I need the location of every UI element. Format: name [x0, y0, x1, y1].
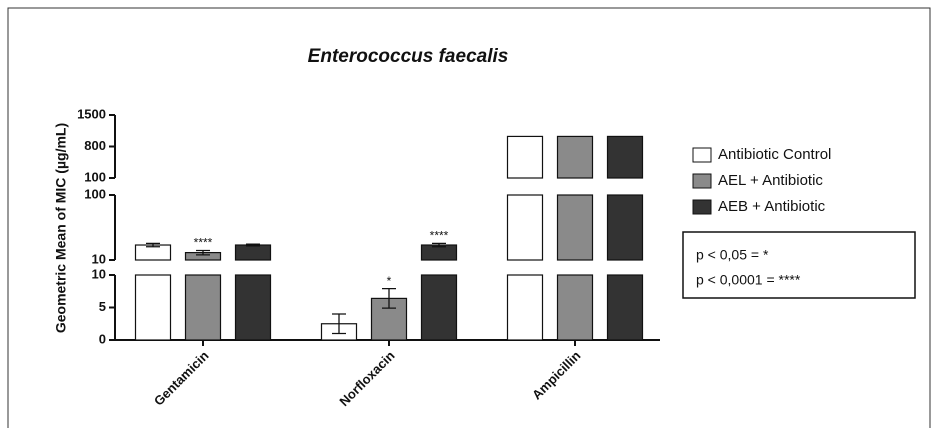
bar: [234, 274, 272, 341]
bar: [134, 274, 172, 341]
error-bar: [146, 242, 160, 248]
y-tick-label: 1500: [77, 106, 106, 121]
y-tick-label: 100: [84, 169, 106, 184]
y-axis-label: Geometric Mean of MIC (µg/mL): [53, 123, 69, 333]
legend-swatch: [692, 199, 712, 215]
y-tick-label: 800: [84, 138, 106, 153]
legend-swatch: [692, 173, 712, 189]
significance-label: *: [387, 274, 392, 288]
bar: [506, 135, 544, 179]
y-tick-label: 100: [84, 186, 106, 201]
legend-label: AEL + Antibiotic: [718, 172, 823, 189]
legend-label: Antibiotic Control: [718, 146, 831, 163]
bar: [606, 194, 644, 261]
note: p < 0,0001 = ****: [696, 272, 801, 288]
bar: [420, 274, 458, 341]
bar: [506, 274, 544, 341]
error-bar: [332, 313, 346, 335]
bar: [556, 274, 594, 341]
error-bar: [196, 249, 210, 256]
error-bar: [432, 242, 446, 248]
error-bar: [246, 243, 260, 247]
x-tick-label: Gentamicin: [151, 348, 212, 409]
bar: [234, 244, 272, 261]
error-bar: [382, 288, 396, 309]
y-tick-label: 0: [99, 331, 106, 346]
bar: [606, 135, 644, 179]
y-tick-label: 10: [92, 251, 106, 266]
x-tick-label: Ampicillin: [529, 348, 584, 403]
y-tick-label: 5: [99, 299, 106, 314]
x-tick-label: Norfloxacin: [336, 348, 397, 409]
frame: [7, 7, 931, 428]
bar: [606, 274, 644, 341]
y-tick-label: 10: [92, 266, 106, 281]
legend-label: AEB + Antibiotic: [718, 198, 826, 215]
significance-label: ****: [194, 236, 213, 250]
legend-swatch: [692, 147, 712, 163]
bar: [184, 274, 222, 341]
chart-title: Enterococcus faecalis: [308, 46, 509, 67]
notes-box: [682, 231, 916, 299]
bar: [556, 194, 594, 261]
significance-label: ****: [430, 229, 449, 243]
bar: [506, 194, 544, 261]
note: p < 0,05 = *: [696, 247, 769, 263]
bar: [556, 135, 594, 179]
